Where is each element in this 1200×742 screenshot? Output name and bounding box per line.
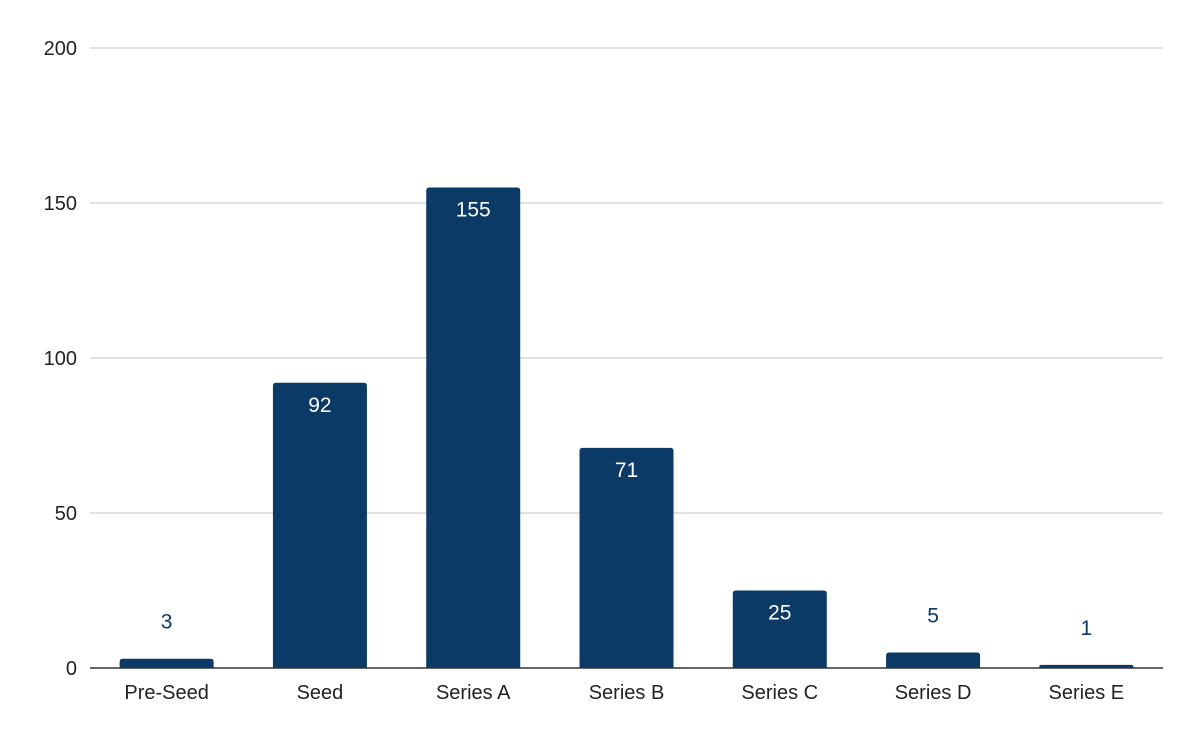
data-label: 5: [927, 605, 939, 628]
x-tick-label: Series C: [741, 682, 818, 704]
bar-pre-seed: [119, 658, 214, 668]
bar-series-d: [886, 652, 981, 668]
y-tick-label: 50: [55, 503, 77, 525]
data-label: 3: [161, 611, 173, 634]
y-tick-label: 200: [44, 38, 77, 60]
bar-series-c: [732, 590, 827, 668]
x-tick-label: Series A: [436, 682, 511, 704]
x-tick-label: Series B: [589, 682, 665, 704]
data-label: 155: [456, 199, 491, 222]
data-label: 71: [615, 459, 638, 482]
x-tick-label: Series D: [895, 682, 972, 704]
y-tick-label: 0: [66, 658, 77, 680]
data-label: 92: [308, 394, 331, 417]
data-label: 1: [1081, 617, 1093, 640]
x-tick-label: Series E: [1049, 682, 1125, 704]
x-tick-label: Pre-Seed: [124, 682, 209, 704]
x-tick-label: Seed: [297, 682, 344, 704]
bar-series-b: [579, 447, 674, 668]
y-tick-label: 100: [44, 348, 77, 370]
y-tick-label: 150: [44, 193, 77, 215]
bar-seed: [272, 382, 367, 668]
data-label: 25: [768, 602, 791, 625]
bar-series-a: [426, 187, 521, 668]
